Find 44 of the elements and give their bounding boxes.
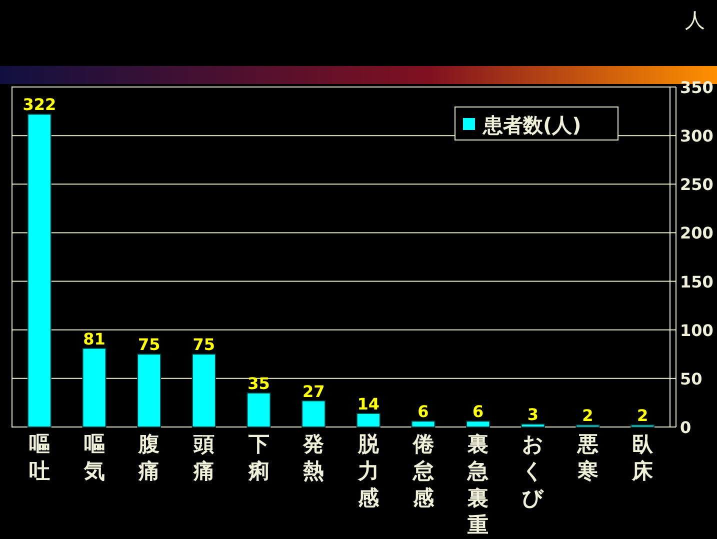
data-label: 14 [357,394,380,414]
x-tick-label: 腹痛 [138,432,160,483]
bar [82,348,106,428]
bar [137,354,162,428]
y-tick-label: 150 [680,272,714,292]
x-tick-label: 下痢 [247,432,270,483]
data-label: 322 [22,95,56,114]
x-tick-label: 脱力感 [356,432,380,510]
legend-label: 患者数(人) [482,113,582,137]
bar [466,420,490,428]
y-tick-label: 350 [680,78,714,97]
data-label: 2 [582,406,594,426]
x-tick-label: おくび [522,432,544,510]
data-label: 2 [637,406,648,426]
bar [520,424,545,428]
data-label: 35 [248,374,270,393]
bar [411,420,436,428]
x-tick-label: 裏急裏重 [466,432,489,537]
y-tick-label: 100 [680,320,714,340]
bar [356,412,380,428]
x-tick-label: 倦怠感 [412,432,435,510]
data-label: 75 [138,335,160,354]
data-label: 3 [527,405,538,424]
x-tick-label: 発熱 [302,432,324,483]
data-label: 75 [192,335,216,354]
data-label: 27 [302,382,325,401]
x-tick-label: 悪寒 [576,432,598,483]
bar [246,392,271,428]
bar [27,114,52,428]
y-tick-label: 50 [680,369,702,388]
data-label: 81 [83,329,106,348]
y-tick-label: 300 [680,126,714,146]
data-label: 6 [418,402,429,422]
x-tick-label: 嘔気 [82,432,105,483]
y-tick-label: 250 [680,175,714,194]
x-tick-label: 頭痛 [192,432,214,483]
bar [192,354,216,428]
y-tick-label: 0 [680,418,692,437]
y-axis-title: 人 [685,8,705,32]
data-label: 6 [472,402,484,422]
x-tick-label: 臥床 [631,432,654,483]
bar [302,400,326,428]
x-tick-label: 嘔吐 [28,432,50,483]
y-tick-label: 200 [680,224,714,243]
